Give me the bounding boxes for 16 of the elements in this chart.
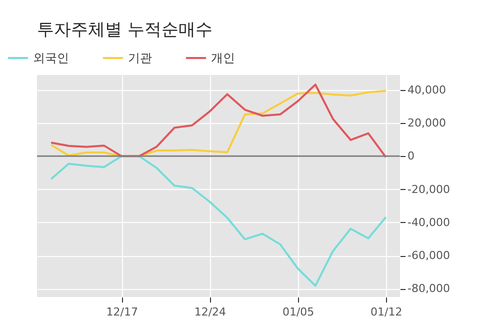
legend-label: 외국인 [33,51,69,65]
y-tick-label: 40,000 [408,83,446,96]
legend-label: 개인 [211,51,235,65]
y-tick-label: 20,000 [408,116,446,130]
chart-title: 투자주체별 누적순매수 [37,20,212,40]
x-tick-label: 01/12 [370,306,402,318]
y-tick-label: -60,000 [408,249,450,262]
line-series [50,155,387,287]
x-tick-label: 01/05 [282,306,314,318]
x-tick-label: 12/17 [106,306,138,318]
x-tick-label: 12/24 [194,306,226,318]
y-tick-label: 0 [408,150,414,163]
legend-label: 기관 [128,51,152,65]
y-tick-label: -40,000 [408,216,450,229]
y-tick-label: -80,000 [408,282,450,296]
y-tick-label: -20,000 [408,182,450,196]
